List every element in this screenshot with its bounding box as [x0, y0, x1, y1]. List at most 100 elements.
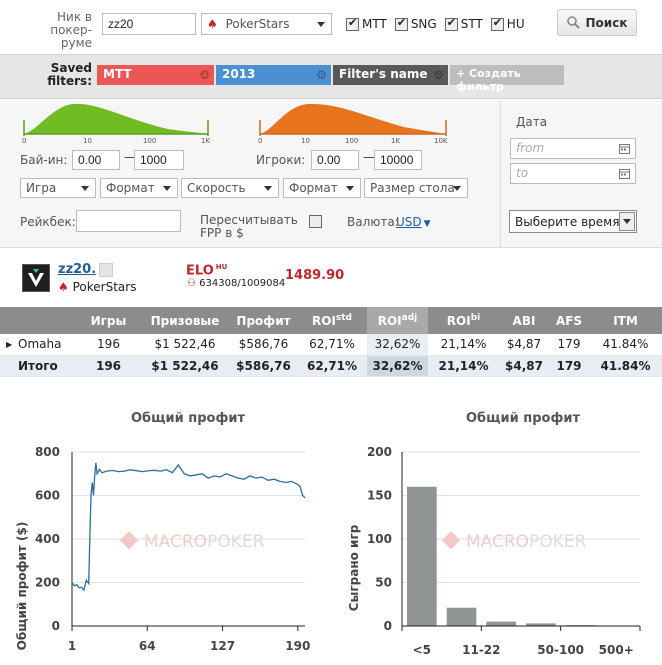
cell-games: 196 [77, 355, 140, 377]
expand-arrow-icon[interactable]: ▶ [6, 340, 13, 349]
y-tick-label: 50 [375, 576, 392, 590]
chevron-down-icon [163, 186, 171, 191]
y-tick-label: 0 [52, 619, 60, 633]
cell-afs: 179 [549, 334, 589, 356]
chevron-down-icon [81, 186, 89, 191]
x-tick-label: 500+ [599, 643, 634, 657]
players-tick: 100 [345, 137, 359, 145]
col-header-profit[interactable]: Профит [230, 307, 297, 334]
gear-icon[interactable]: ⚙ [316, 68, 327, 82]
date-to-input[interactable]: to [510, 163, 636, 184]
col-header [0, 307, 77, 334]
currency-label: Валюта: [347, 215, 399, 229]
currency-dropdown[interactable]: USD ▼ [396, 215, 431, 229]
watermark-logo-icon [441, 531, 461, 550]
time-select-toggle[interactable] [619, 212, 635, 231]
filter-chip-name[interactable]: Filter's name ⚙ [333, 65, 448, 85]
filter-chip-2013[interactable]: 2013 ⚙ [216, 65, 331, 85]
calendar-icon[interactable] [619, 168, 630, 179]
checkbox-icon[interactable] [394, 16, 408, 31]
cell-games: 196 [77, 334, 140, 356]
y-tick-label: 0 [384, 619, 392, 633]
table-size-select[interactable]: Размер стола [364, 178, 468, 198]
type-hu[interactable]: HU [490, 16, 525, 31]
bar [486, 621, 516, 626]
nick-input[interactable] [102, 13, 196, 35]
y-tick-label: 200 [367, 445, 392, 459]
date-from-input[interactable]: from [510, 138, 636, 159]
format-select-2[interactable]: Формат [283, 178, 361, 198]
recalc-fpp-checkbox[interactable] [309, 215, 322, 228]
table-row[interactable]: ▶ Omaha 196 $1 522,46 $586,76 62,71% 32,6… [0, 334, 662, 356]
y-tick-label: 100 [367, 532, 392, 546]
rakeback-label: Рейкбек: [20, 215, 76, 229]
room-select-value: PokerStars [225, 17, 290, 31]
gear-icon[interactable]: ⚙ [199, 68, 210, 82]
cell-roi-bi: 21,14% [428, 334, 499, 356]
buyin-to-input[interactable] [134, 150, 184, 170]
col-header-roi-std[interactable]: ROIstd [297, 307, 367, 334]
y-tick-label: 400 [35, 532, 60, 546]
col-header-roi-bi[interactable]: ROIbi [428, 307, 499, 334]
x-tick-label: 1 [68, 639, 76, 653]
cell-abi: $4,87 [499, 334, 549, 356]
copy-icon[interactable] [99, 263, 113, 277]
cell-abi: $4,87 [499, 355, 549, 377]
chevron-down-icon [623, 219, 631, 224]
checkbox-icon[interactable] [346, 16, 359, 31]
row-label[interactable]: ▶ Omaha [0, 334, 77, 356]
games-bar-chart: MACROPOKER 0 50 100 150 200 <5 11-22 50-100 500+… [347, 445, 641, 657]
chevron-down-icon [317, 22, 325, 27]
pokerstars-icon: ♠ [58, 280, 69, 294]
cell-roi-bi: 21,14% [428, 355, 499, 377]
buyin-distribution-slider[interactable] [18, 100, 218, 148]
line-chart-title: Общий профит [130, 411, 245, 426]
search-icon [566, 16, 580, 29]
type-sng[interactable]: SNG [394, 16, 437, 31]
col-header-afs[interactable]: AFS [549, 307, 589, 334]
x-tick-label: 50-100 [537, 643, 584, 657]
players-tick: 0 [258, 137, 263, 145]
cell-roi-std: 62,71% [297, 355, 367, 377]
players-from-input[interactable] [311, 150, 359, 170]
elo-label: ELO HU [186, 263, 228, 279]
cell-itm: 41.84% [589, 355, 662, 377]
players-to-input[interactable] [374, 150, 422, 170]
speed-select[interactable]: Скорость [181, 178, 279, 198]
gear-icon[interactable]: ⚙ [433, 68, 444, 82]
chevron-down-icon [264, 186, 272, 191]
players-distribution-slider[interactable] [254, 100, 454, 148]
game-select[interactable]: Игра [20, 178, 96, 198]
cell-itm: 41.84% [589, 334, 662, 356]
col-header-itm[interactable]: ITM [589, 307, 662, 334]
player-name[interactable]: zz20. [58, 262, 97, 277]
col-header-games[interactable]: Игры [77, 307, 140, 334]
type-stt[interactable]: STT [444, 16, 483, 31]
checkbox-icon[interactable] [444, 16, 458, 31]
create-filter-button[interactable]: + Создать фильтр [450, 65, 564, 93]
buyin-from-input[interactable] [72, 150, 120, 170]
players-tick: 1K [391, 137, 401, 145]
calendar-icon[interactable] [619, 143, 630, 154]
filter-chip-mtt[interactable]: MTT ⚙ [97, 65, 214, 85]
rakeback-input[interactable] [76, 210, 181, 232]
type-mtt[interactable]: MTT [346, 16, 387, 31]
cell-prizes: $1 522,46 [140, 355, 230, 377]
search-button[interactable]: Поиск [557, 9, 637, 36]
checkbox-icon[interactable] [490, 16, 504, 31]
bar [526, 623, 556, 626]
x-tick-label: <5 [413, 643, 431, 657]
col-header-abi[interactable]: ABI [499, 307, 549, 334]
col-header-roi-adj[interactable]: ROIadj [367, 307, 428, 334]
buyin-tick: 100 [143, 137, 157, 145]
room-select[interactable]: ♠ PokerStars [201, 13, 332, 35]
bar-chart-title: Общий профит [465, 411, 580, 426]
chevron-down-icon [346, 186, 354, 191]
game-type-checkboxes: MTT SNG STT HU [346, 16, 525, 31]
watermark-text: MACROPOKER [466, 532, 587, 552]
format-select[interactable]: Формат [100, 178, 178, 198]
time-select[interactable]: Выберите время [509, 210, 637, 233]
table-total-row: Итого 196 $1 522,46 $586,76 62,71% 32,62… [0, 355, 662, 377]
cell-profit: $586,76 [230, 355, 297, 377]
col-header-prizes[interactable]: Призовые [140, 307, 230, 334]
